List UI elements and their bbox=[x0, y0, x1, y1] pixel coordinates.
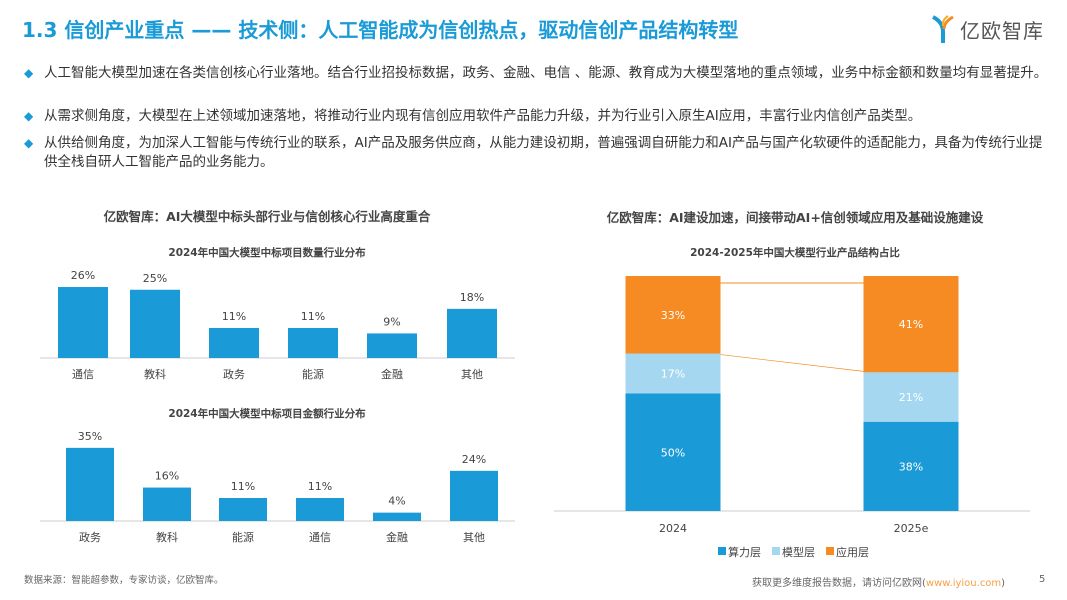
bar bbox=[66, 447, 114, 521]
bar bbox=[219, 498, 267, 521]
data-label: 35% bbox=[78, 430, 102, 443]
stacked-bar-segment bbox=[625, 393, 721, 511]
category-label: 金融 bbox=[381, 367, 403, 381]
iyiou-link[interactable]: www.iyiou.com bbox=[925, 578, 1002, 589]
data-label: 38% bbox=[899, 460, 923, 473]
data-label: 11% bbox=[301, 310, 325, 323]
data-label: 9% bbox=[383, 315, 400, 328]
more-data-note: 获取更多维度报告数据，请访问亿欧网(www.iyiou.com) bbox=[752, 574, 1005, 589]
data-label: 18% bbox=[460, 291, 484, 304]
stacked-bar-segment bbox=[625, 353, 721, 394]
stacked-bar-segment bbox=[863, 276, 959, 373]
legend-label: 应用层 bbox=[836, 545, 869, 559]
data-label: 26% bbox=[71, 269, 95, 282]
legend-label: 模型层 bbox=[782, 545, 815, 559]
legend-swatch bbox=[718, 547, 726, 555]
bar bbox=[288, 327, 338, 358]
bullet-text: 从供给侧角度，为加深人工智能与传统行业的联系，AI产品及服务供应商，从能力建设初… bbox=[44, 135, 1043, 170]
legend-label: 算力层 bbox=[728, 545, 761, 559]
data-label: 11% bbox=[222, 310, 246, 323]
data-label: 4% bbox=[388, 495, 405, 508]
data-label: 50% bbox=[661, 446, 685, 459]
category-label: 金融 bbox=[386, 530, 408, 544]
bar bbox=[296, 498, 344, 521]
data-label: 17% bbox=[661, 368, 685, 381]
data-label: 33% bbox=[661, 309, 685, 322]
category-label: 教科 bbox=[144, 367, 166, 381]
left-panel-title: 亿欧智库：AI大模型中标头部行业与信创核心行业高度重合 bbox=[103, 209, 431, 224]
chart2-title: 2024年中国大模型中标项目金额行业分布 bbox=[168, 408, 366, 420]
category-label: 教科 bbox=[156, 530, 178, 544]
data-label: 16% bbox=[155, 470, 179, 483]
stacked-bar-segment bbox=[863, 372, 959, 422]
bar bbox=[130, 289, 180, 358]
bar bbox=[143, 487, 191, 521]
bullet-text: 从需求侧角度，大模型在上述领域加速落地，将推动行业内现有信创应用软件产品能力升级… bbox=[44, 108, 922, 124]
data-label: 11% bbox=[308, 480, 332, 493]
bar bbox=[450, 470, 498, 521]
source-note: 数据来源：智能超参数，专家访谈，亿欧智库。 bbox=[24, 575, 224, 586]
diamond-icon: ◆ bbox=[24, 66, 34, 80]
page-title: 1.3 信创产业重点 —— 技术侧：人工智能成为信创热点，驱动信创产品结构转型 bbox=[22, 18, 739, 42]
stacked-bar-segment bbox=[863, 421, 959, 511]
more-prefix: 获取更多维度报告数据，请访问亿欧网( bbox=[752, 578, 926, 589]
bullet-text: 人工智能大模型加速在各类信创核心行业落地。结合行业招投标数据，政务、金融、电信 … bbox=[44, 65, 1048, 81]
bullet-item: ◆ 从需求侧角度，大模型在上述领域加速落地，将推动行业内现有信创应用软件产品能力升… bbox=[24, 107, 1054, 126]
bar bbox=[209, 327, 259, 358]
logo: 亿欧智库 bbox=[930, 14, 1044, 44]
data-label: 24% bbox=[462, 453, 486, 466]
diamond-icon: ◆ bbox=[24, 136, 34, 150]
category-label: 2024 bbox=[659, 522, 687, 535]
page-number: 5 bbox=[1039, 574, 1046, 585]
logo-icon bbox=[932, 15, 954, 43]
bullet-item: ◆ 从供给侧角度，为加深人工智能与传统行业的联系，AI产品及服务供应商，从能力建设… bbox=[24, 134, 1054, 172]
category-label: 能源 bbox=[232, 530, 254, 544]
category-label: 政务 bbox=[79, 530, 101, 544]
data-label: 41% bbox=[899, 318, 923, 331]
category-label: 能源 bbox=[302, 367, 324, 381]
bullet-item: ◆ 人工智能大模型加速在各类信创核心行业落地。结合行业招投标数据，政务、金融、电信… bbox=[24, 64, 1054, 83]
bar bbox=[373, 512, 421, 521]
data-label: 25% bbox=[143, 272, 167, 285]
bar bbox=[367, 333, 417, 358]
series-connector-line bbox=[720, 354, 864, 372]
right-panel-title: 亿欧智库：AI建设加速，间接带动AI+信创领域应用及基础设施建设 bbox=[606, 210, 984, 225]
logo-text: 亿欧智库 bbox=[960, 18, 1044, 43]
bar bbox=[58, 287, 108, 358]
legend-swatch bbox=[772, 547, 780, 555]
stacked-bar-segment bbox=[625, 276, 721, 354]
category-label: 政务 bbox=[223, 367, 245, 381]
data-label: 21% bbox=[899, 391, 923, 404]
more-suffix: ) bbox=[1001, 578, 1006, 589]
bar bbox=[447, 308, 497, 358]
category-label: 2025e bbox=[894, 522, 929, 535]
category-label: 其他 bbox=[463, 531, 485, 544]
diamond-icon: ◆ bbox=[24, 109, 34, 123]
category-label: 通信 bbox=[72, 368, 94, 381]
legend-swatch bbox=[826, 547, 834, 555]
data-label: 11% bbox=[231, 480, 255, 493]
category-label: 其他 bbox=[461, 368, 483, 381]
chart3-title: 2024-2025年中国大模型行业产品结构占比 bbox=[690, 247, 900, 259]
category-label: 通信 bbox=[309, 531, 331, 544]
chart1-title: 2024年中国大模型中标项目数量行业分布 bbox=[168, 247, 366, 259]
